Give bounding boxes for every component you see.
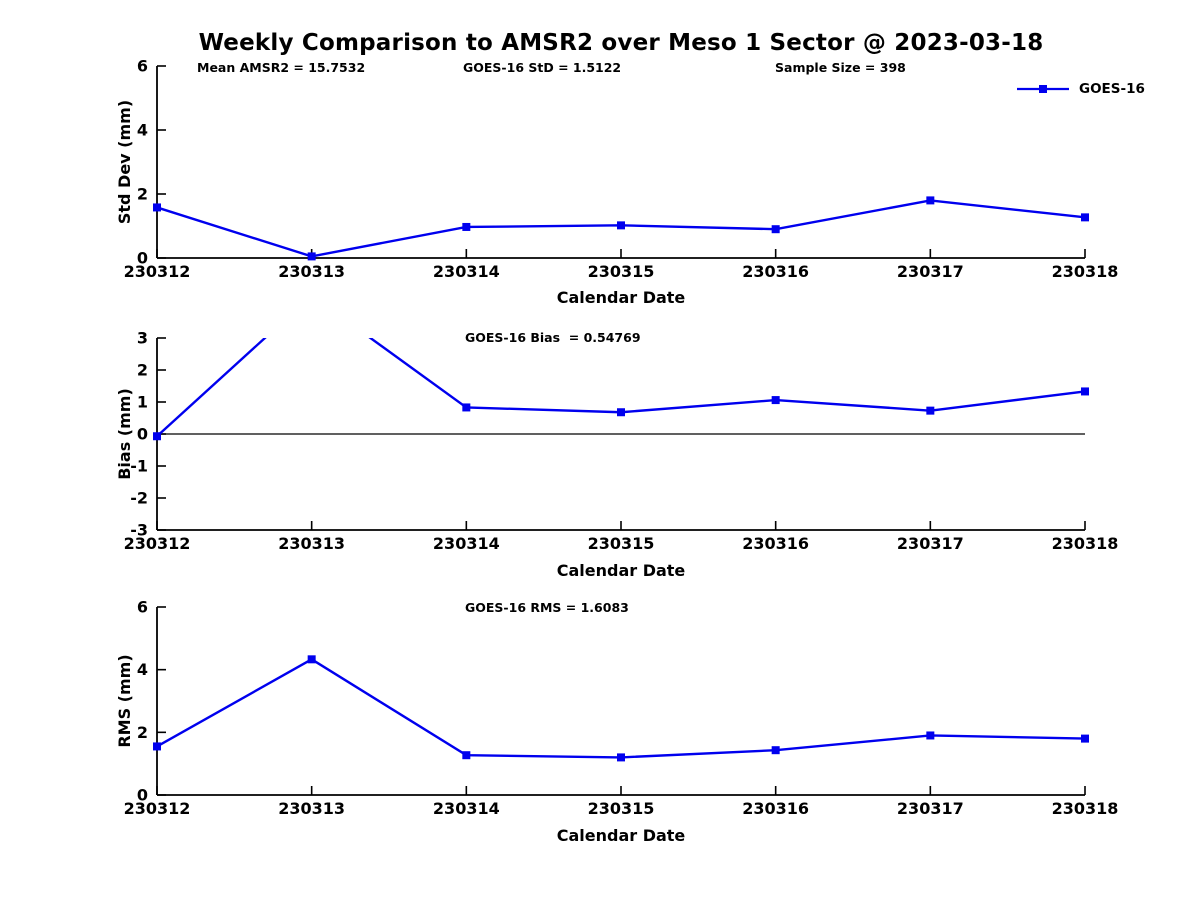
bias-data-marker xyxy=(462,403,471,412)
svg-text:4: 4 xyxy=(137,660,148,679)
bias-y-ticks: -3 -2 -1 0 1 2 3 xyxy=(130,328,166,539)
bias-data-marker xyxy=(926,406,935,415)
svg-text:230314: 230314 xyxy=(433,534,500,553)
svg-text:230313: 230313 xyxy=(278,799,345,818)
x-axis-label-calendar-date-3: Calendar Date xyxy=(556,826,686,845)
rms-data-marker xyxy=(617,753,625,762)
std-dev-y-ticks: 0 2 4 6 xyxy=(137,56,166,267)
std-dev-data-marker xyxy=(617,221,625,230)
y-axis-label-rms: RMS (mm) xyxy=(115,654,134,748)
svg-text:230316: 230316 xyxy=(742,799,809,818)
annotation-sample-size: Sample Size = 398 xyxy=(775,60,906,75)
svg-text:230312: 230312 xyxy=(124,262,191,281)
svg-text:0: 0 xyxy=(137,248,148,267)
svg-text:230315: 230315 xyxy=(588,799,655,818)
svg-text:230313: 230313 xyxy=(278,262,345,281)
svg-text:230318: 230318 xyxy=(1052,534,1119,553)
std-dev-data-marker xyxy=(462,222,471,231)
bias-data-marker xyxy=(1081,387,1089,396)
bias-x-ticks: 230312 230313 230314 230315 230316 230317 2303… xyxy=(124,521,1119,553)
svg-text:-1: -1 xyxy=(130,456,148,475)
svg-text:230313: 230313 xyxy=(278,534,345,553)
svg-text:2: 2 xyxy=(137,360,148,379)
svg-text:6: 6 xyxy=(137,597,148,616)
svg-text:4: 4 xyxy=(137,120,148,139)
x-axis-label-calendar-date-2: Calendar Date xyxy=(556,561,686,580)
annotation-goes-std: GOES-16 StD = 1.5122 xyxy=(463,60,622,75)
svg-text:230317: 230317 xyxy=(897,799,964,818)
svg-text:2: 2 xyxy=(137,723,148,742)
svg-text:230316: 230316 xyxy=(742,262,809,281)
svg-text:230314: 230314 xyxy=(433,799,500,818)
svg-text:0: 0 xyxy=(137,785,148,804)
bias-data-marker xyxy=(153,432,161,441)
subplot-bias: -3 -2 -1 0 1 2 3 230312 230313 230314 230315 230316… xyxy=(124,328,1119,553)
std-dev-x-ticks: 230312 230313 230314 230315 230316 230317 2303… xyxy=(124,249,1119,281)
std-dev-data-marker xyxy=(926,196,935,205)
bias-data-marker xyxy=(771,396,780,405)
rms-data-marker xyxy=(1081,734,1089,743)
rms-axes xyxy=(156,607,1085,796)
svg-text:-2: -2 xyxy=(130,488,148,507)
std-dev-data-marker xyxy=(307,252,316,261)
svg-text:230316: 230316 xyxy=(742,534,809,553)
rms-data-line xyxy=(156,657,1086,759)
svg-text:3: 3 xyxy=(137,328,148,347)
legend-label: GOES-16 xyxy=(1079,81,1145,97)
rms-y-ticks: 0 2 4 6 xyxy=(137,597,166,804)
rms-x-ticks: 230312 230313 230314 230315 230316 230317 2303… xyxy=(124,786,1119,818)
svg-text:230312: 230312 xyxy=(124,534,191,553)
svg-text:230315: 230315 xyxy=(588,534,655,553)
rms-data-marker xyxy=(307,655,316,664)
legend: GOES-16 xyxy=(1016,81,1145,97)
rms-data-marker xyxy=(926,731,935,740)
svg-text:230318: 230318 xyxy=(1052,262,1119,281)
rms-data-marker xyxy=(462,751,471,760)
y-axis-label-bias: Bias (mm) xyxy=(115,388,134,480)
svg-text:2: 2 xyxy=(137,184,148,203)
svg-text:230315: 230315 xyxy=(588,262,655,281)
x-axis-label-calendar-date-1: Calendar Date xyxy=(556,288,686,307)
svg-text:-3: -3 xyxy=(130,520,148,539)
std-dev-data-marker xyxy=(771,225,780,234)
svg-text:230317: 230317 xyxy=(897,534,964,553)
bias-data-marker xyxy=(617,408,625,417)
std-dev-data-marker xyxy=(153,203,161,212)
rms-data-marker xyxy=(771,746,780,755)
subplot-rms: 0 2 4 6 230312 230313 230314 230315 230316 230317… xyxy=(124,597,1119,818)
svg-text:230312: 230312 xyxy=(124,799,191,818)
annotation-goes-bias: GOES-16 Bias = 0.54769 xyxy=(465,330,641,345)
svg-text:230317: 230317 xyxy=(897,262,964,281)
subplot-std-dev: 0 2 4 6 230312 230313 230314 230315 230316 230317… xyxy=(124,56,1119,281)
svg-text:0: 0 xyxy=(137,424,148,443)
annotation-goes-rms: GOES-16 RMS = 1.6083 xyxy=(465,600,629,615)
annotation-mean-amsr2: Mean AMSR2 = 15.7532 xyxy=(197,60,366,75)
chart-title: Weekly Comparison to AMSR2 over Meso 1 S… xyxy=(198,30,1044,56)
std-dev-data-marker xyxy=(1081,213,1089,222)
legend-line-marker-icon xyxy=(1017,85,1069,93)
rms-data-marker xyxy=(153,742,161,751)
svg-text:230314: 230314 xyxy=(433,262,500,281)
svg-text:230318: 230318 xyxy=(1052,799,1119,818)
svg-text:6: 6 xyxy=(137,56,148,75)
y-axis-label-std-dev: Std Dev (mm) xyxy=(115,99,134,225)
svg-text:1: 1 xyxy=(137,392,148,411)
